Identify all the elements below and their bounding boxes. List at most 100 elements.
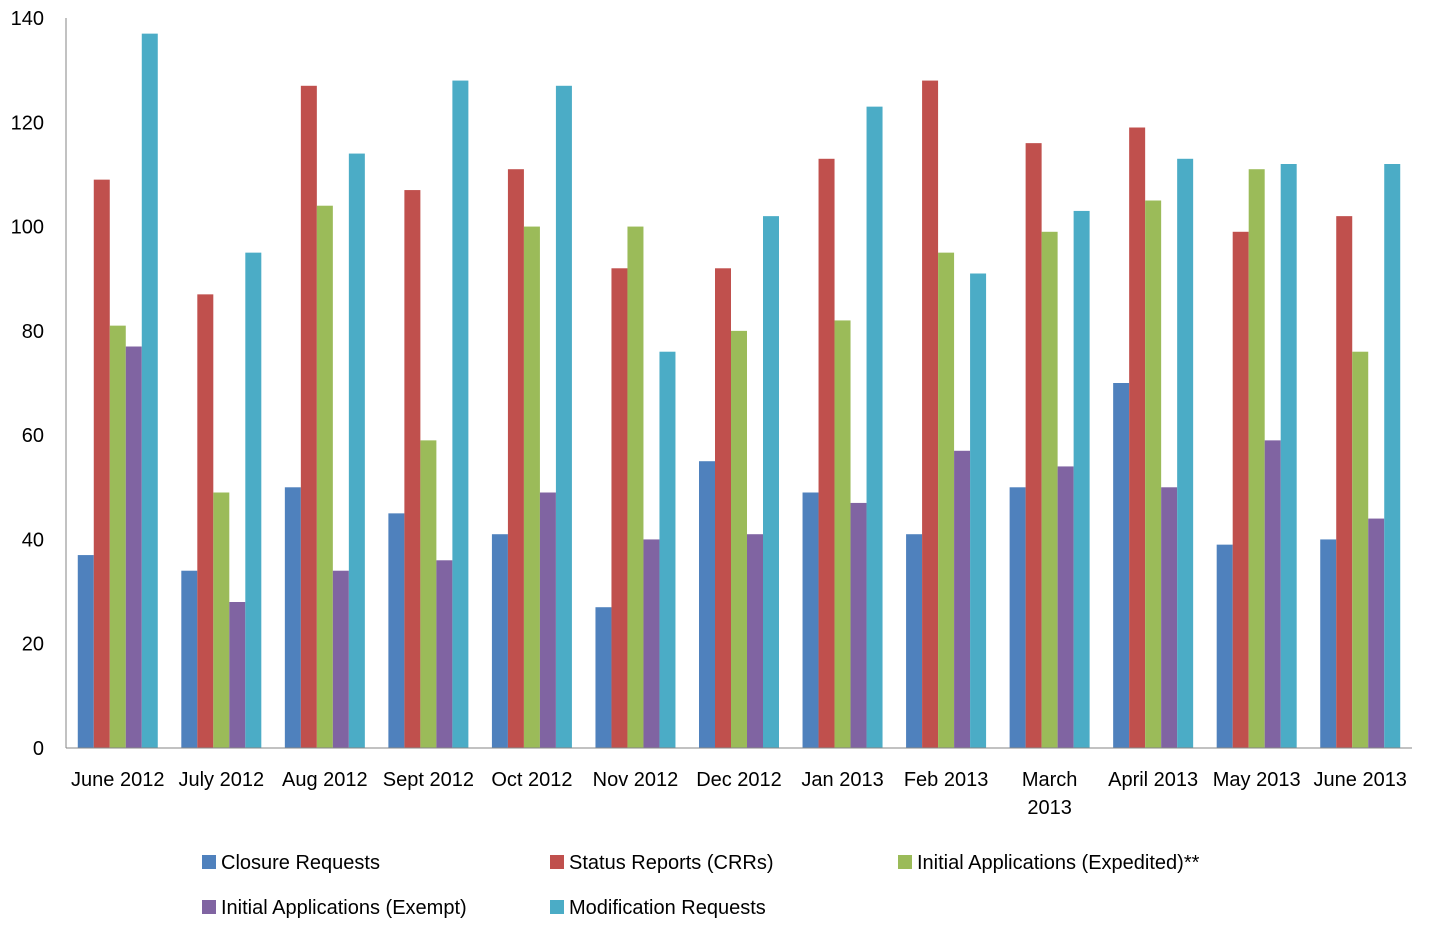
legend-swatch xyxy=(550,900,564,914)
bars xyxy=(77,33,1401,749)
x-axis-tick-labels: June 2012 July 2012 Aug 2012 Sept 2012 Oct 2… xyxy=(71,769,1407,819)
legend-item-status-reports-crrs: Status Reports (CRRs) xyxy=(550,852,774,874)
x-tick-label: Sept 2012 xyxy=(383,769,474,791)
bar-closure-requests xyxy=(1113,383,1130,748)
bar-status-reports-crrs xyxy=(1336,216,1353,748)
bar-closure-requests xyxy=(1216,544,1233,748)
bar-modification-requests xyxy=(555,85,572,749)
legend-swatch xyxy=(202,900,216,914)
bar-status-reports-crrs xyxy=(922,80,939,748)
x-tick-label: May 2013 xyxy=(1213,769,1301,791)
bar-modification-requests xyxy=(1177,158,1194,749)
bar-status-reports-crrs xyxy=(818,158,835,749)
legend-item-initial-applications-expedited: Initial Applications (Expedited)** xyxy=(898,852,1200,874)
x-tick-label: Nov 2012 xyxy=(593,769,679,791)
y-tick-label: 40 xyxy=(22,529,44,551)
legend-item-modification-requests: Modification Requests xyxy=(550,897,766,919)
bar-status-reports-crrs xyxy=(197,294,214,748)
legend-swatch xyxy=(898,855,912,869)
legend-label: Closure Requests xyxy=(221,852,380,874)
bar-initial-applications-expedited xyxy=(1145,200,1162,748)
bar-status-reports-crrs xyxy=(1232,231,1249,749)
bar-closure-requests xyxy=(906,534,923,748)
bar-initial-applications-expedited xyxy=(1041,231,1058,749)
bar-closure-requests xyxy=(284,487,301,748)
y-tick-label: 120 xyxy=(11,112,44,134)
bar-initial-applications-exempt xyxy=(539,492,556,748)
bar-initial-applications-exempt xyxy=(229,602,246,748)
bar-modification-requests xyxy=(348,153,365,748)
bar-initial-applications-expedited xyxy=(1248,169,1265,748)
bar-initial-applications-exempt xyxy=(1264,440,1281,748)
x-tick-label: March 2013 xyxy=(1022,769,1078,819)
bar-status-reports-crrs xyxy=(300,85,317,749)
bar-closure-requests xyxy=(802,492,819,748)
bar-modification-requests xyxy=(659,351,676,748)
y-tick-label: 0 xyxy=(33,738,44,760)
legend: Closure Requests Status Reports (CRRs) Ini… xyxy=(202,852,1200,919)
bar-status-reports-crrs xyxy=(611,268,628,748)
legend-label: Status Reports (CRRs) xyxy=(569,852,774,874)
y-tick-label: 80 xyxy=(22,321,44,343)
bar-initial-applications-expedited xyxy=(938,252,955,748)
x-tick-label: April 2013 xyxy=(1108,769,1198,791)
y-tick-label: 20 xyxy=(22,634,44,656)
legend-item-initial-applications-exempt: Initial Applications (Exempt) xyxy=(202,897,467,919)
x-tick-label: Oct 2012 xyxy=(491,769,572,791)
bar-status-reports-crrs xyxy=(1129,127,1146,748)
bar-modification-requests xyxy=(245,252,262,748)
x-tick-label: Aug 2012 xyxy=(282,769,368,791)
x-tick-label: July 2012 xyxy=(178,769,264,791)
bar-closure-requests xyxy=(699,461,715,748)
bar-modification-requests xyxy=(1073,210,1090,748)
bar-modification-requests xyxy=(1384,164,1401,748)
legend-swatch xyxy=(550,855,564,869)
bar-initial-applications-expedited xyxy=(834,320,851,748)
bar-initial-applications-exempt xyxy=(1161,487,1178,748)
bar-status-reports-crrs xyxy=(715,268,731,748)
bar-closure-requests xyxy=(77,555,94,748)
bar-status-reports-crrs xyxy=(1025,143,1042,748)
bar-initial-applications-expedited xyxy=(213,492,230,748)
bar-modification-requests xyxy=(866,106,883,748)
y-tick-label: 60 xyxy=(22,425,44,447)
x-tick-label: June 2012 xyxy=(71,769,164,791)
bar-status-reports-crrs xyxy=(404,190,421,748)
bar-modification-requests xyxy=(452,80,469,748)
bar-initial-applications-expedited xyxy=(420,440,437,748)
bar-initial-applications-expedited xyxy=(109,325,126,748)
bar-initial-applications-expedited xyxy=(1352,351,1369,748)
bar-initial-applications-exempt xyxy=(1368,518,1385,748)
legend-item-closure-requests: Closure Requests xyxy=(202,852,380,874)
bar-initial-applications-expedited xyxy=(627,226,644,748)
legend-label: Initial Applications (Exempt) xyxy=(221,897,467,919)
x-tick-label: June 2013 xyxy=(1314,769,1407,791)
bar-initial-applications-exempt xyxy=(850,502,867,748)
x-tick-label: Feb 2013 xyxy=(904,769,989,791)
bar-status-reports-crrs xyxy=(93,179,110,748)
bar-initial-applications-exempt xyxy=(1057,466,1074,748)
bar-initial-applications-exempt xyxy=(954,450,971,748)
legend-label: Modification Requests xyxy=(569,897,766,919)
bar-initial-applications-expedited xyxy=(731,330,747,748)
bar-closure-requests xyxy=(1009,487,1026,748)
bar-initial-applications-exempt xyxy=(436,560,453,748)
legend-swatch xyxy=(202,855,216,869)
bar-initial-applications-exempt xyxy=(332,570,349,748)
x-tick-label: Jan 2013 xyxy=(801,769,883,791)
bar-closure-requests xyxy=(1320,539,1337,748)
y-tick-label: 140 xyxy=(11,8,44,30)
legend-label: Initial Applications (Expedited)** xyxy=(917,852,1200,874)
bar-initial-applications-expedited xyxy=(523,226,540,748)
bar-closure-requests xyxy=(388,513,405,748)
bar-modification-requests xyxy=(763,216,779,748)
bar-initial-applications-exempt xyxy=(643,539,660,748)
bar-initial-applications-expedited xyxy=(316,205,333,748)
bar-status-reports-crrs xyxy=(507,169,524,748)
bar-closure-requests xyxy=(491,534,508,748)
bar-modification-requests xyxy=(141,33,158,748)
bar-initial-applications-exempt xyxy=(125,346,142,748)
y-tick-label: 100 xyxy=(11,217,44,239)
